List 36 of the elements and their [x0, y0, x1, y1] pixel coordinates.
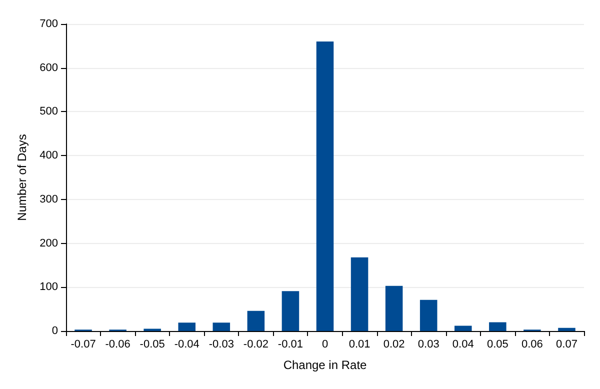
x-tick-label: 0.06 — [521, 338, 543, 350]
y-tick-label: 400 — [40, 150, 58, 162]
x-tick-label: -0.04 — [174, 338, 200, 350]
x-tick-label: 0.04 — [452, 338, 474, 350]
x-tick-label: -0.02 — [243, 338, 268, 350]
bar — [212, 322, 230, 331]
x-tick-label: 0.07 — [556, 338, 578, 350]
y-axis-title: Number of Days — [15, 134, 29, 221]
bar — [454, 326, 472, 331]
y-tick-label: 0 — [52, 325, 58, 337]
x-tick-label: -0.05 — [140, 338, 165, 350]
bar — [558, 328, 576, 331]
bar — [178, 322, 196, 331]
y-tick-label: 500 — [40, 106, 58, 118]
bar — [247, 310, 265, 331]
x-tick-label: -0.03 — [208, 338, 234, 350]
bar — [350, 257, 368, 331]
x-tick-label: 0.03 — [418, 338, 440, 350]
bar — [282, 291, 300, 331]
bar — [420, 300, 438, 331]
bar — [489, 322, 506, 331]
x-tick-label: 0.01 — [348, 338, 370, 350]
bar — [385, 286, 403, 331]
y-tick-label: 700 — [40, 18, 58, 30]
y-tick-label: 200 — [40, 237, 58, 250]
y-tick-label: 600 — [40, 62, 58, 74]
bar — [316, 42, 334, 331]
y-tick-label: 300 — [40, 193, 58, 206]
x-tick-label: -0.01 — [278, 338, 304, 350]
x-tick-label: 0.02 — [383, 338, 405, 350]
y-tick-label: 100 — [40, 281, 58, 294]
x-tick-label: -0.07 — [70, 338, 96, 350]
x-axis-title: Change in Rate — [283, 358, 368, 372]
x-tick-label: -0.06 — [105, 338, 130, 350]
x-tick-label: 0 — [322, 338, 328, 350]
x-tick-label: 0.05 — [486, 338, 508, 350]
